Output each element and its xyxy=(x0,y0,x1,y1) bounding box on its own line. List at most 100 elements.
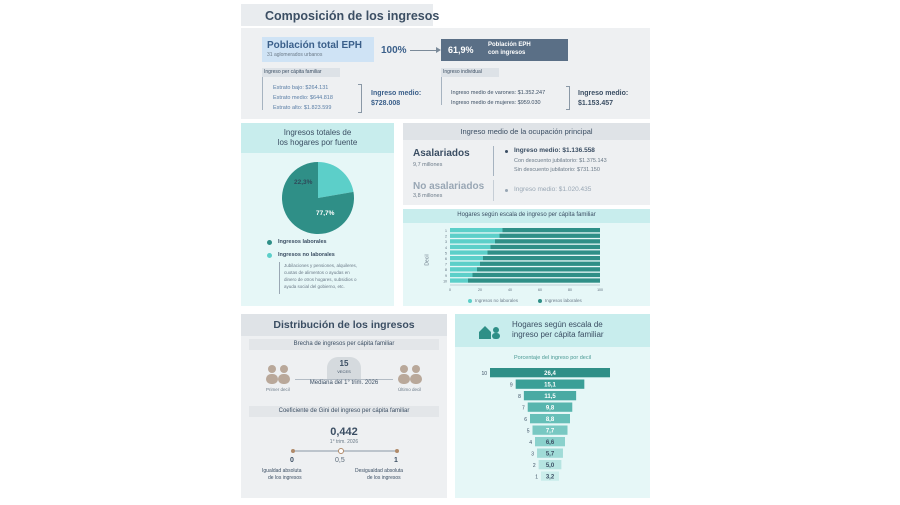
decil-tick: 9 xyxy=(445,274,447,278)
right-label-box xyxy=(441,68,499,77)
mediana-label: Mediana del 1° trim. 2026 xyxy=(309,380,379,386)
funnel-value-label: 3,2 xyxy=(546,474,555,480)
bar-laborales xyxy=(480,261,600,266)
decil-tick: 5 xyxy=(445,251,447,255)
veces-txt: VECES xyxy=(337,369,351,374)
poblacion-ingresos-title-2: con ingresos xyxy=(488,50,526,56)
funnel-title-1: Hogares según escala de xyxy=(512,320,603,329)
pie-label-big: 77,7% xyxy=(316,210,335,217)
right-tree-line xyxy=(441,77,442,105)
asalariados-con: Con descuento jubilatorio: $1.375.143 xyxy=(514,158,607,164)
bar-laborales xyxy=(502,228,600,233)
decil-tick: 10 xyxy=(443,279,447,283)
desigualdad-2: de los ingresos xyxy=(367,475,401,481)
funnel-bar-1 xyxy=(541,471,559,481)
funnel-value-label: 6,6 xyxy=(546,440,555,446)
legend-dot-nolaborales xyxy=(267,253,272,258)
decil-tick: 7 xyxy=(445,263,447,267)
funnel-decil-label: 7 xyxy=(522,405,525,411)
gini-scale-0: 0 xyxy=(290,457,294,464)
funnel-value-label: 15,1 xyxy=(544,382,556,388)
decil-tick: 3 xyxy=(445,240,447,244)
right-bracket xyxy=(566,86,570,110)
funnel-decil-label: 1 xyxy=(535,474,538,480)
bar-no-laborales xyxy=(450,261,480,266)
funnel-bar-7 xyxy=(527,402,573,412)
funnel-value-label: 9,8 xyxy=(546,405,555,411)
left-mean-label: Ingreso medio: xyxy=(371,90,422,97)
distribucion-title-box xyxy=(241,314,447,336)
no-asalariados-title: No asalariados xyxy=(413,181,485,192)
stack-title: Hogares según escala de ingreso per cápi… xyxy=(457,212,596,218)
asalariados-mean: Ingreso medio: $1.136.558 xyxy=(514,147,595,154)
x-tick: 100 xyxy=(597,288,603,292)
igualdad-2: de los ingresos xyxy=(268,475,302,481)
house-people-icon xyxy=(478,325,504,339)
bar-no-laborales xyxy=(450,256,483,261)
funnel-decil-label: 5 xyxy=(527,428,530,434)
decil-tick: 6 xyxy=(445,257,447,261)
funnel-bar-9 xyxy=(515,379,585,389)
brecha-label-box xyxy=(249,339,439,350)
asalariados-sin: Sin descuento jubilatorio: $731.150 xyxy=(514,167,600,173)
gini-scale xyxy=(291,448,399,454)
gini-label: Coeficiente de Gini del ingreso per cápi… xyxy=(278,408,410,414)
x-tick: 40 xyxy=(508,288,512,292)
decil-tick: 4 xyxy=(445,246,447,250)
stack-ylabel: Decil xyxy=(424,254,431,266)
asalariados-divider xyxy=(493,146,494,176)
funnel-decil-label: 6 xyxy=(524,417,527,423)
funnel-bar-3 xyxy=(537,448,563,458)
stack-legend-nolab: Ingresos no laborales xyxy=(475,298,519,303)
bar-laborales xyxy=(483,256,600,261)
gini-scale-1: 1 xyxy=(394,457,398,464)
pie-title-2: los hogares por fuente xyxy=(277,138,358,147)
bar-no-laborales xyxy=(450,272,473,278)
bar-no-laborales xyxy=(450,239,495,244)
left-label: Ingreso per cápita familiar xyxy=(264,69,322,75)
legend-laborales: Ingresos laborales xyxy=(278,239,327,245)
stack-legend-dot-nolab xyxy=(468,299,472,303)
pie-title-box xyxy=(241,123,394,153)
poblacion-total-box xyxy=(262,37,374,62)
no-asalariados-bullet xyxy=(505,189,508,192)
gini-label-box xyxy=(249,406,439,417)
funnel-title-2: ingreso per cápita familiar xyxy=(512,330,604,339)
poblacion-total-sub: 31 aglomerados urbanos xyxy=(267,52,323,58)
desigualdad-1: Desigualdad absoluta xyxy=(355,468,404,474)
poblacion-total-title: Población total EPH xyxy=(267,40,363,51)
igualdad-1: Igualdad absoluta xyxy=(262,468,302,474)
ocupacion-title: Ingreso medio de la ocupación principal xyxy=(460,127,593,136)
note-line xyxy=(279,262,280,294)
poblacion-ingresos-title-1: Población EPH xyxy=(488,42,531,48)
people-icon-left xyxy=(264,364,292,384)
x-tick: 20 xyxy=(478,288,482,292)
arrow-line xyxy=(410,50,438,51)
funnel-bar-4 xyxy=(535,437,565,447)
bar-laborales xyxy=(490,244,600,250)
bar-laborales xyxy=(472,272,600,278)
gini-min-marker xyxy=(291,449,295,453)
bar-no-laborales xyxy=(450,267,477,272)
gini-max-marker xyxy=(395,449,399,453)
funnel-decil-label: 2 xyxy=(533,463,536,469)
estrato-medio: Estrato medio: $644.818 xyxy=(273,95,333,101)
pie-slice-no-laborales xyxy=(318,162,354,198)
asalariados-sub: 9,7 millones xyxy=(413,162,443,168)
ocupacion-title-box xyxy=(403,123,650,140)
bar-laborales xyxy=(495,239,600,244)
funnel-decil-label: 9 xyxy=(510,382,513,388)
brecha-line xyxy=(295,379,393,380)
ultimo-decil: Último decil xyxy=(398,387,422,392)
funnel-decil-label: 8 xyxy=(518,394,521,400)
stack-legend-dot-lab xyxy=(538,299,542,303)
brecha-badge xyxy=(327,357,361,379)
no-asalariados-divider xyxy=(493,180,494,201)
funnel-value-label: 5,0 xyxy=(546,463,555,469)
poblacion-ingresos-pct: 61,9% xyxy=(448,45,474,55)
funnel-value-label: 11,5 xyxy=(544,394,556,400)
funnel-value-label: 26,4 xyxy=(544,371,556,377)
decil-tick: 2 xyxy=(445,235,447,239)
funnel-value-label: 7,7 xyxy=(546,428,555,434)
